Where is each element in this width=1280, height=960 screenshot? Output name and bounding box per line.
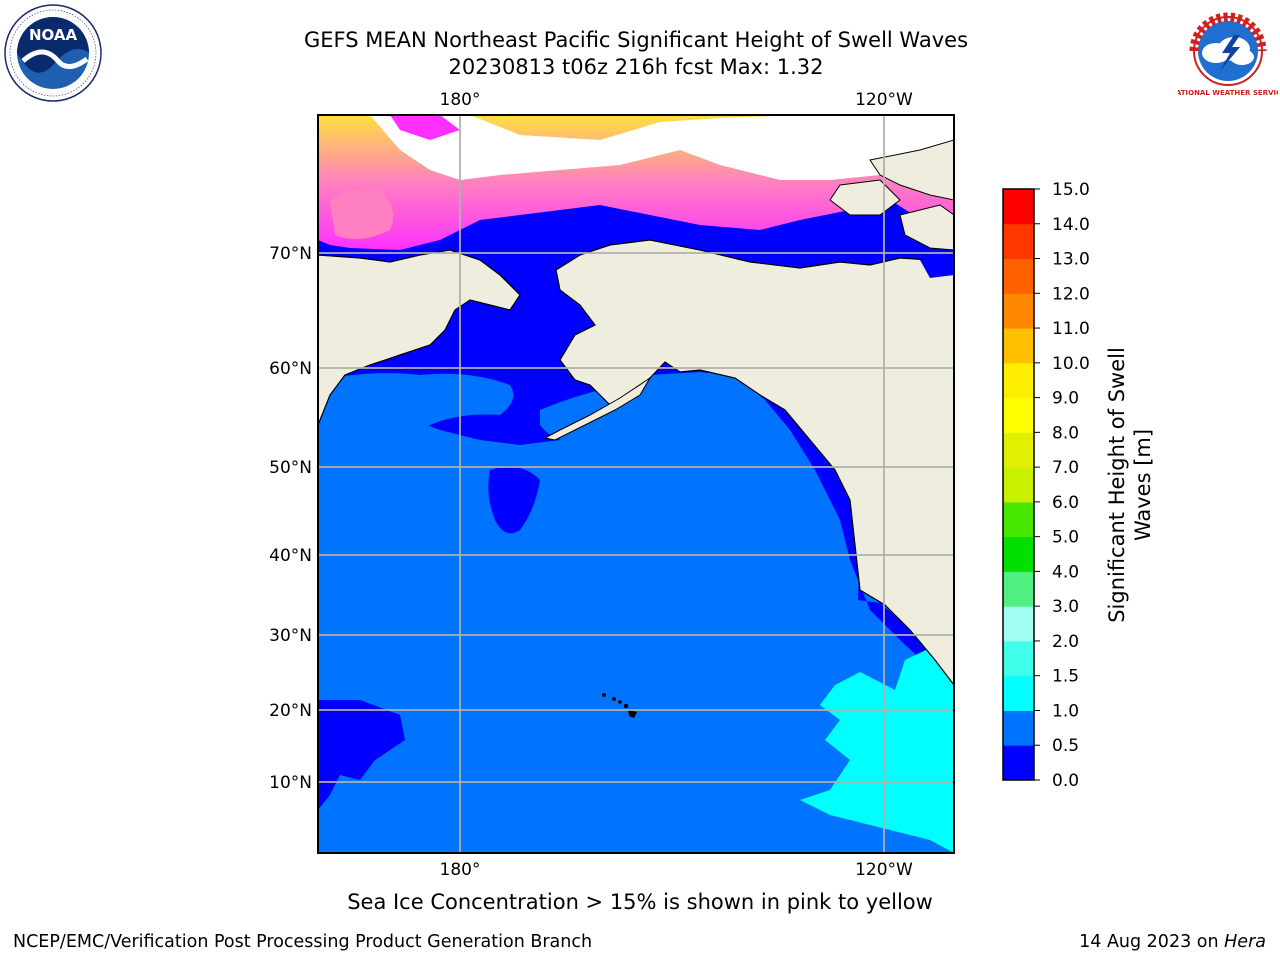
lon-label-bottom-180: 180°	[440, 860, 481, 880]
colorbar-label: Significant Height of Swell Waves [m]	[1104, 347, 1156, 623]
lat-label-60n: 60°N	[269, 359, 312, 379]
colorbar-swatch	[1003, 745, 1034, 781]
colorbar-tick-label: 12.0	[1052, 284, 1090, 304]
colorbar-tick-label: 8.0	[1052, 423, 1079, 443]
lat-label-40n: 40°N	[269, 546, 312, 566]
colorbar-tick-label: 10.0	[1052, 354, 1090, 374]
colorbar-swatch	[1003, 710, 1034, 746]
colorbar-swatch	[1003, 675, 1034, 711]
colorbar-tick-label: 13.0	[1052, 250, 1090, 270]
ocean-swell-moderate-southeast	[800, 645, 954, 853]
lat-label-70n: 70°N	[269, 244, 312, 264]
map-title: GEFS MEAN Northeast Pacific Significant …	[303, 28, 969, 52]
colorbar-tick-label: 6.0	[1052, 493, 1079, 513]
colorbar-tick-label: 11.0	[1052, 319, 1090, 339]
lat-label-50n: 50°N	[269, 458, 312, 478]
noaa-logo-text: NOAA	[29, 26, 78, 44]
colorbar-swatch	[1003, 536, 1034, 572]
lon-label-top-120w: 120°W	[855, 90, 913, 110]
colorbar-swatch	[1003, 571, 1034, 607]
colorbar-tick-label: 1.5	[1052, 667, 1079, 687]
map-subtitle: 20230813 t06z 216h fcst Max: 1.32	[448, 55, 824, 79]
nws-logo-text: NATIONAL WEATHER SERVICE	[1178, 89, 1278, 97]
colorbar-tick-label: 1.0	[1052, 701, 1079, 721]
colorbar: 0.0 0.5 1.0 1.5 2.0 3.0 4.0 5.0 6.0 7.0 8.0 9.0 10.0…	[1002, 180, 1090, 791]
footer-date-text: 14 Aug 2023 on	[1079, 932, 1225, 952]
footer-organization: NCEP/EMC/Verification Post Processing Pr…	[13, 932, 593, 952]
colorbar-swatch	[1003, 432, 1034, 468]
lat-label-30n: 30°N	[269, 626, 312, 646]
colorbar-tick-label: 0.0	[1052, 771, 1079, 791]
footer-date: 14 Aug 2023 on Hera	[1079, 932, 1266, 952]
colorbar-tick-label: 4.0	[1052, 562, 1079, 582]
colorbar-swatch	[1003, 223, 1034, 260]
map-frame	[317, 114, 955, 854]
ocean-swell-verylow-southwest	[318, 700, 405, 810]
colorbar-swatch	[1003, 640, 1034, 677]
lon-label-top-180: 180°	[440, 90, 481, 110]
colorbar-swatch	[1003, 467, 1034, 503]
lat-label-10n: 10°N	[269, 773, 312, 793]
lat-label-20n: 20°N	[269, 701, 312, 721]
hawaii-islands	[602, 693, 637, 718]
colorbar-tick-label: 5.0	[1052, 528, 1079, 548]
colorbar-label-line2: Waves [m]	[1131, 428, 1155, 542]
colorbar-swatch	[1003, 328, 1034, 364]
land-siberia	[318, 249, 521, 426]
colorbar-tick-label: 3.0	[1052, 597, 1079, 617]
sea-ice-dense	[370, 115, 954, 180]
colorbar-swatch	[1003, 362, 1034, 399]
colorbar-tick-label: 0.5	[1052, 736, 1079, 756]
colorbar-swatch	[1003, 501, 1034, 538]
colorbar-swatch	[1003, 606, 1034, 642]
colorbar-swatch	[1003, 189, 1034, 225]
colorbar-tick-label: 15.0	[1052, 180, 1090, 200]
footer-host: Hera	[1224, 932, 1266, 952]
noaa-logo: NOAA	[4, 4, 102, 102]
lon-label-bottom-120w: 120°W	[855, 860, 913, 880]
colorbar-tick-label: 9.0	[1052, 389, 1079, 409]
nws-logo: NATIONAL WEATHER SERVICE	[1178, 4, 1278, 98]
map-gridlines	[318, 115, 954, 853]
colorbar-label-line1: Significant Height of Swell	[1105, 347, 1129, 623]
colorbar-frame	[1002, 188, 1035, 781]
colorbar-tick-label: 7.0	[1052, 458, 1079, 478]
colorbar-swatch	[1003, 397, 1034, 433]
sea-ice-caption: Sea Ice Concentration > 15% is shown in …	[347, 890, 933, 914]
colorbar-tick-label: 2.0	[1052, 632, 1079, 652]
colorbar-tick-label: 14.0	[1052, 215, 1090, 235]
colorbar-swatch	[1003, 258, 1034, 294]
colorbar-swatch	[1003, 293, 1034, 329]
land-north-america	[555, 239, 954, 686]
